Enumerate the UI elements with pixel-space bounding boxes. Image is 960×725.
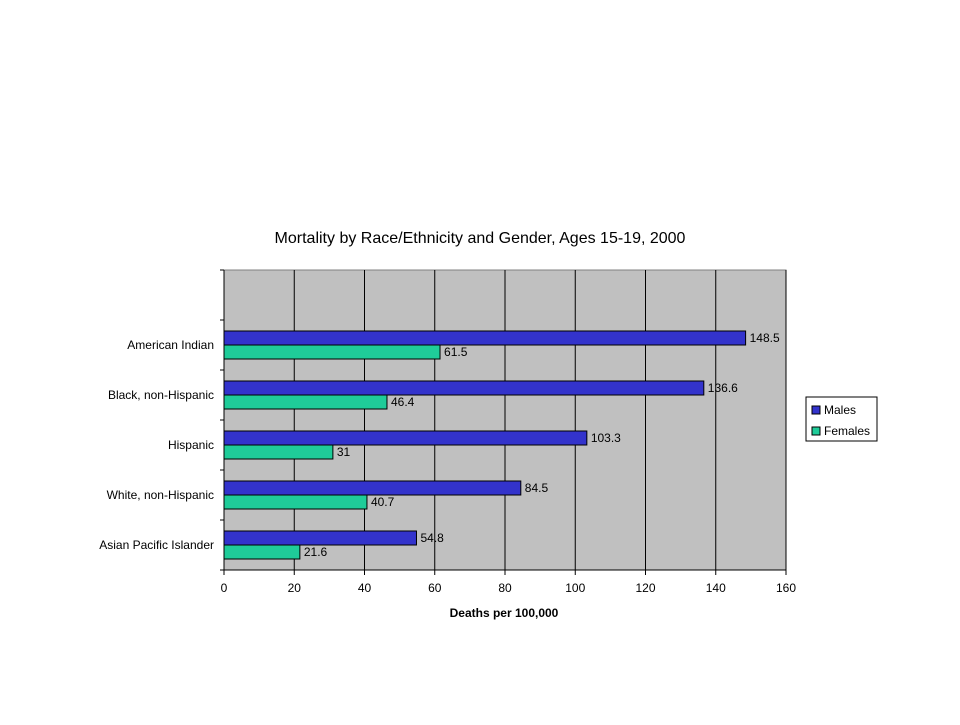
bar-males: [223, 380, 705, 396]
data-label: 31: [337, 445, 351, 459]
bars: [223, 330, 747, 560]
y-tick-label: Hispanic: [168, 438, 214, 452]
bar-males: [223, 480, 522, 496]
data-label: 148.5: [750, 331, 780, 345]
gridlines: [293, 270, 787, 570]
y-tick-label: Black, non-Hispanic: [108, 388, 214, 402]
data-label: 103.3: [591, 431, 621, 445]
legend-label: Males: [824, 403, 856, 417]
x-tick-label: 120: [635, 581, 655, 595]
bar-females: [223, 544, 301, 560]
bar-females: [223, 394, 388, 410]
y-tick-label: White, non-Hispanic: [107, 488, 214, 502]
chart-title: Mortality by Race/Ethnicity and Gender, …: [275, 230, 686, 247]
bar-labels: 148.5 61.5 136.6 46.4 103.3 31 84.5 40.7 54.8 21.…: [304, 331, 780, 559]
bar-males: [223, 530, 417, 546]
x-tick-label: 0: [221, 581, 228, 595]
bar-females: [223, 444, 334, 460]
bar-females: [223, 344, 441, 360]
legend: Males Females: [805, 396, 878, 442]
x-axis: 0 20 40 60 80 100 120 140 160: [221, 569, 796, 595]
legend-swatch: [811, 405, 821, 415]
data-label: 61.5: [444, 345, 468, 359]
bar-females: [223, 494, 368, 510]
data-label: 21.6: [304, 545, 328, 559]
x-tick-label: 60: [428, 581, 442, 595]
legend-swatch: [811, 426, 821, 436]
x-tick-label: 140: [706, 581, 726, 595]
x-tick-label: 160: [776, 581, 796, 595]
data-label: 84.5: [525, 481, 549, 495]
data-label: 46.4: [391, 395, 415, 409]
x-tick-label: 40: [358, 581, 372, 595]
y-axis: American Indian Black, non-Hispanic Hispan…: [99, 269, 225, 571]
bar-males: [223, 430, 588, 446]
x-tick-label: 20: [288, 581, 302, 595]
data-label: 136.6: [708, 381, 738, 395]
y-tick-label: Asian Pacific Islander: [99, 538, 214, 552]
x-tick-label: 80: [498, 581, 512, 595]
data-label: 40.7: [371, 495, 395, 509]
bar-males: [223, 330, 747, 346]
x-tick-label: 100: [565, 581, 585, 595]
data-label: 54.8: [420, 531, 444, 545]
x-axis-label: Deaths per 100,000: [450, 606, 559, 620]
legend-label: Females: [824, 424, 870, 438]
y-tick-label: American Indian: [127, 338, 214, 352]
